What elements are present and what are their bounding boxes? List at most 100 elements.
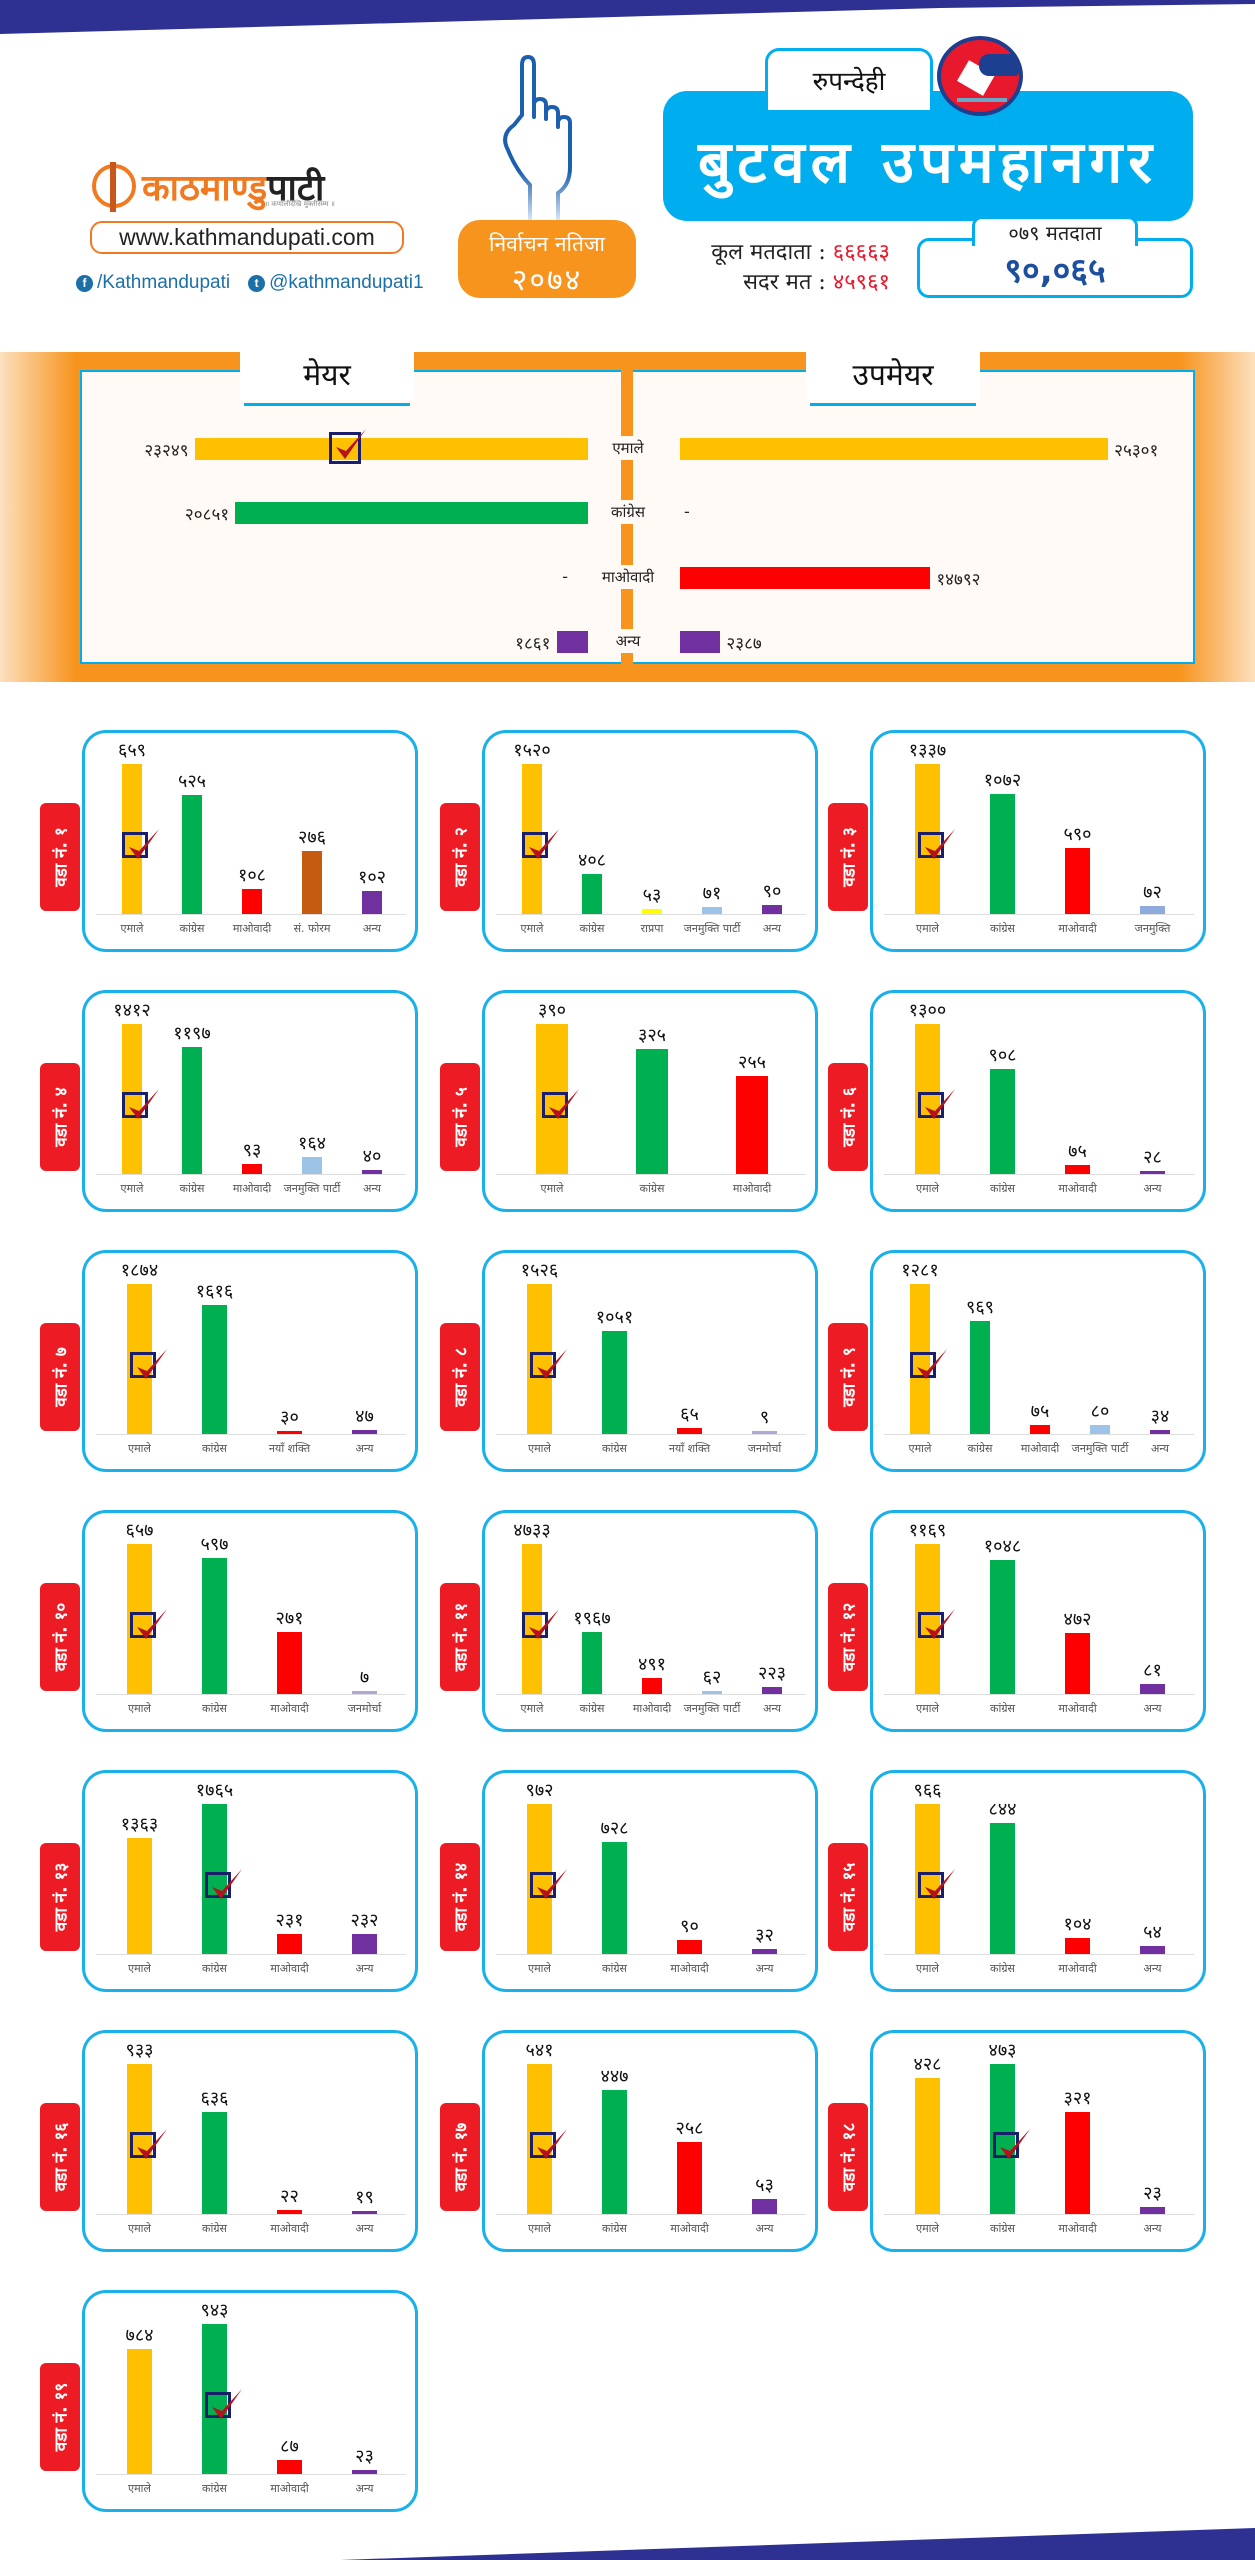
ward-category-label: एमाले xyxy=(528,1442,551,1455)
ward-chart: वडा नं. १९ ७८४ एमाले ९४३ कांग्रेस ८७ माओवादी २३… xyxy=(30,2280,418,2512)
ward-number-tag: वडा नं. ५ xyxy=(440,1063,480,1171)
ward-category-label: जनमुक्ति xyxy=(1134,922,1171,935)
winner-check-icon xyxy=(522,1608,559,1639)
twitter-icon: t xyxy=(248,274,266,292)
mayor-category-label: अन्य xyxy=(593,629,663,653)
ward-value-label: ६५ xyxy=(680,1403,699,1425)
ward-baseline xyxy=(96,1954,406,1955)
ward-chart: वडा नं. १२ ११६९ एमाले १०४८ कांग्रेस ४७२ माओवाद… xyxy=(818,1500,1206,1732)
ward-number-tag: वडा नं. ८ xyxy=(440,1323,480,1431)
mayor-value-label: - xyxy=(562,567,568,587)
ward-number-tag: वडा नं. १७ xyxy=(440,2103,480,2211)
ward-number-tag: वडा नं. २ xyxy=(440,803,480,911)
winner-check-icon xyxy=(129,2128,167,2159)
ward-value-label: ५९० xyxy=(1063,823,1092,845)
deputy-mayor-value-label: २३८७ xyxy=(726,634,762,654)
ward-number-tag: वडा नं. १८ xyxy=(828,2103,868,2211)
ward-value-label: ४० xyxy=(362,1145,382,1167)
winner-check-icon xyxy=(529,1348,567,1379)
ward-category-label: कांग्रेस xyxy=(990,2222,1015,2235)
ward-value-label: १६४ xyxy=(297,1132,327,1154)
ward-value-label: ४९१ xyxy=(637,1654,667,1676)
kathmandupati-logo[interactable]: काठमाण्डु पाटी xyxy=(92,158,392,214)
logo-text-pati: पाटी xyxy=(267,167,325,209)
ward-bar xyxy=(1065,1937,1090,1954)
ward-number-tag: वडा नं. ४ xyxy=(40,1063,80,1171)
ward-number-tag: वडा नं. ७ xyxy=(40,1323,80,1431)
ward-bar xyxy=(752,1949,777,1954)
winner-check-icon xyxy=(529,2128,567,2159)
ward-category-label: अन्य xyxy=(355,2482,374,2495)
ward-chart: वडा नं. १० ६५७ एमाले ५९७ कांग्रेस २७१ माओवादी ७… xyxy=(30,1500,418,1732)
ward-value-label: २२ xyxy=(280,2186,299,2208)
deputy-mayor-bar xyxy=(680,567,931,589)
ward-category-label: एमाले xyxy=(120,922,144,935)
ward-value-label: ९६९ xyxy=(965,1296,995,1318)
ward-chart: वडा नं. २ १५२० एमाले ४०८ कांग्रेस ५३ राप्रपा ७१… xyxy=(430,720,818,952)
ward-bar xyxy=(677,1940,702,1954)
mayor-heading: मेयर xyxy=(240,352,414,406)
ward-value-label: ७२८ xyxy=(600,1817,629,1839)
ward-number-label: वडा नं. १३ xyxy=(51,1862,72,1932)
ward-category-label: कांग्रेस xyxy=(967,1442,993,1455)
ward-category-label: एमाले xyxy=(128,1442,151,1455)
ward-bar xyxy=(122,1024,142,1174)
ward-category-label: माओवादी xyxy=(670,1962,709,1975)
ward-category-label: अन्य xyxy=(755,1962,774,1975)
ward-chart: वडा नं. १३ १३६३ एमाले १७६५ कांग्रेस २३१ माओवाद… xyxy=(30,1760,418,1992)
ward-number-label: वडा नं. ८ xyxy=(451,1347,472,1407)
ward-value-label: ९६६ xyxy=(913,1780,942,1801)
ward-value-label: २७१ xyxy=(275,1608,304,1630)
valid-votes-value: ४५९६१ xyxy=(832,270,890,295)
ward-category-label: एमाले xyxy=(128,1702,151,1715)
ward-bar xyxy=(522,1544,542,1694)
winner-check-icon xyxy=(992,2128,1030,2159)
winner-check-icon xyxy=(204,1868,242,1899)
ward-value-label: ७८४ xyxy=(125,2325,154,2347)
ward-bar xyxy=(302,851,322,914)
website-link[interactable]: www.kathmandupati.com xyxy=(90,221,404,254)
ward-category-label: एमाले xyxy=(908,1442,932,1455)
ward-value-label: ३२ xyxy=(755,1925,774,1947)
ward-category-label: एमाले xyxy=(916,1182,939,1195)
mayor-value-label: २०८५१ xyxy=(184,505,230,525)
ward-bar xyxy=(990,1822,1015,1954)
ward-chart: वडा नं. ११ ४७३३ एमाले १९६७ कांग्रेस ४९१ माओवाद… xyxy=(430,1500,818,1732)
ballot-box-icon xyxy=(937,36,1023,116)
ward-value-label: १९६७ xyxy=(573,1607,611,1629)
ward-bar xyxy=(990,793,1015,914)
ward-bar xyxy=(362,1169,382,1174)
ward-value-label: ७५ xyxy=(1030,1401,1050,1423)
voters-079-label: ०७९ मतदाता xyxy=(972,216,1138,246)
ward-value-label: ६५७ xyxy=(125,1520,154,1541)
ward-number-label: वडा नं. ९ xyxy=(839,1347,860,1407)
winner-check-icon xyxy=(917,1608,955,1639)
ward-value-label: १०२ xyxy=(357,866,387,888)
logo-tagline: ॥ कर्णालीदेखि मुक्तीसम्म ॥ xyxy=(265,200,335,208)
ward-number-label: वडा नं. १५ xyxy=(839,1862,860,1932)
twitter-link[interactable]: @kathmandupati1 xyxy=(269,272,424,293)
mayor-bar xyxy=(235,502,588,524)
ward-category-label: अन्य xyxy=(755,2222,774,2235)
ward-category-label: एमाले xyxy=(128,2222,151,2235)
ward-bar xyxy=(202,1304,227,1434)
ward-bar xyxy=(915,2078,940,2214)
ward-baseline xyxy=(884,2214,1194,2215)
ward-category-label: कांग्रेस xyxy=(202,2222,227,2235)
ward-bar xyxy=(352,1430,377,1434)
ward-category-label: कांग्रेस xyxy=(602,2222,627,2235)
ward-category-label: जनमोर्चा xyxy=(747,1442,782,1455)
winner-check-icon xyxy=(917,1088,955,1119)
ward-baseline xyxy=(496,1434,806,1435)
ward-category-label: माओवादी xyxy=(670,2222,709,2235)
mayor-value-label: २३२४९ xyxy=(144,441,189,461)
ward-bar xyxy=(242,1164,262,1174)
ward-value-label: २३१ xyxy=(275,1910,304,1932)
ward-value-label: २७६ xyxy=(297,827,327,849)
ward-number-tag: वडा नं. १३ xyxy=(40,1843,80,1951)
ward-bar xyxy=(677,1427,702,1434)
facebook-link[interactable]: /Kathmandupati xyxy=(97,272,231,293)
ward-value-label: ९ xyxy=(759,1407,770,1428)
ward-category-label: अन्य xyxy=(355,1962,374,1975)
ward-category-label: कांग्रेस xyxy=(202,2482,227,2495)
